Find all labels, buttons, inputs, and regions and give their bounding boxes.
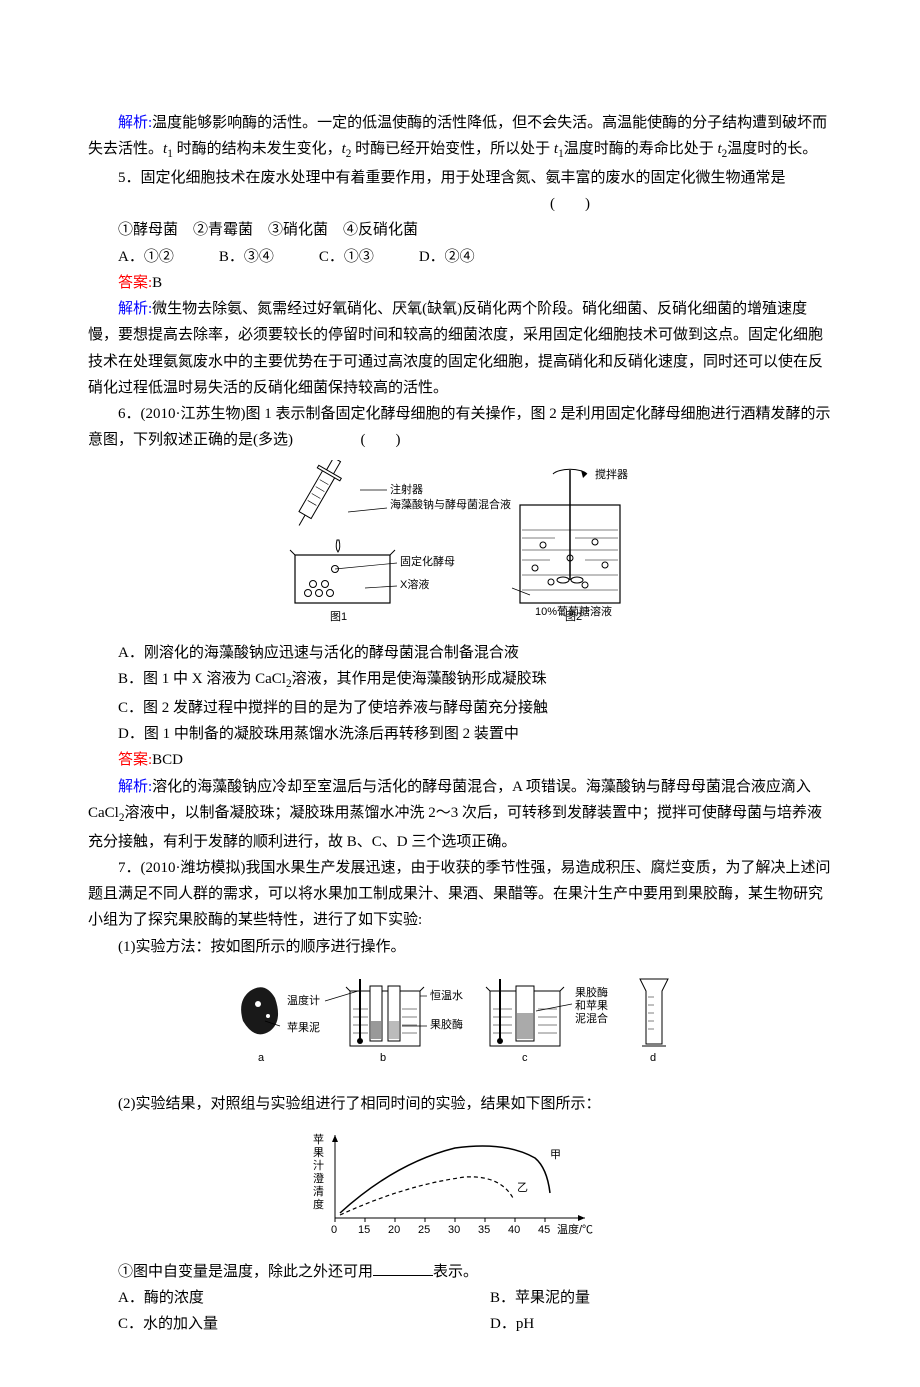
q6-answer: 答案:BCD [88, 747, 832, 773]
svg-text:搅拌器: 搅拌器 [595, 467, 628, 481]
q7-figure1: 温度计 苹果泥 a 恒温水 果胶酶 [88, 966, 832, 1085]
analysis-label: 解析: [118, 301, 152, 317]
q7-opts-row1: A．酶的浓度 B．苹果泥的量 [88, 1285, 832, 1311]
answer-label: 答案: [118, 752, 152, 768]
svg-text:30: 30 [448, 1224, 460, 1236]
q7-optB: B．苹果泥的量 [460, 1285, 832, 1311]
svg-text:果: 果 [313, 1146, 324, 1159]
svg-text:度: 度 [313, 1197, 324, 1211]
q6-analysis: 解析:溶化的海藻酸钠应冷却至室温后与活化的酵母菌混合，A 项错误。海藻酸钠与酵母… [88, 774, 832, 855]
q6-optA: A．刚溶化的海藻酸钠应迅速与活化的酵母菌混合制备混合液 [88, 640, 832, 666]
svg-text:和苹果: 和苹果 [575, 998, 608, 1012]
q5-analysis: 解析:微生物去除氨、氮需经过好氧硝化、厌氧(缺氧)反硝化两个阶段。硝化细菌、反硝… [88, 296, 832, 401]
svg-text:45: 45 [538, 1224, 550, 1236]
svg-text:35: 35 [478, 1224, 490, 1236]
q7-sub2: (2)实验结果，对照组与实验组进行了相同时间的实验，结果如下图所示： [88, 1091, 832, 1117]
svg-text:d: d [650, 1052, 656, 1064]
q5-paren: ( ) [88, 191, 832, 217]
analysis-label: 解析: [118, 779, 152, 795]
q7-chart: 苹 果 汁 澄 清 度 0 15 20 25 30 35 40 45 温度/℃ [88, 1123, 832, 1252]
q5-options: A．①② B．③④ C．①③ D．②④ [88, 244, 832, 270]
svg-text:20: 20 [388, 1224, 400, 1236]
svg-text:温度/℃: 温度/℃ [557, 1222, 593, 1236]
q7-optA: A．酶的浓度 [88, 1285, 460, 1311]
svg-text:乙: 乙 [517, 1181, 528, 1194]
svg-text:0: 0 [331, 1224, 337, 1236]
svg-text:苹果泥: 苹果泥 [287, 1020, 320, 1034]
blank-fill[interactable] [373, 1260, 433, 1276]
svg-text:温度计: 温度计 [287, 993, 320, 1007]
analysis-label: 解析: [118, 115, 152, 131]
svg-text:40: 40 [508, 1224, 520, 1236]
svg-text:清: 清 [313, 1185, 324, 1198]
svg-text:c: c [522, 1052, 528, 1064]
svg-text:汁: 汁 [313, 1159, 324, 1172]
q7-sub1: (1)实验方法：按如图所示的顺序进行操作。 [88, 934, 832, 960]
svg-text:图1: 图1 [330, 610, 347, 623]
q6-optB: B．图 1 中 X 溶液为 CaCl2溶液，其作用是使海藻酸钠形成凝胶珠 [88, 666, 832, 695]
q6-optC: C．图 2 发酵过程中搅拌的目的是为了使培养液与酵母菌充分接触 [88, 695, 832, 721]
svg-text:25: 25 [418, 1224, 430, 1236]
q5-stem: 5．固定化细胞技术在废水处理中有着重要作用，用于处理含氮、氨丰富的废水的固定化微… [88, 165, 832, 191]
q6-figure: 注射器 海藻酸钠与酵母菌混合液 固定化酵母 X溶液 图1 [88, 460, 832, 634]
answer-label: 答案: [118, 275, 152, 291]
svg-text:b: b [380, 1052, 386, 1064]
svg-text:海藻酸钠与酵母菌混合液: 海藻酸钠与酵母菌混合液 [390, 497, 511, 511]
svg-text:泥混合: 泥混合 [575, 1011, 608, 1025]
q7-stem: 7．(2010·潍坊模拟)我国水果生产发展迅速，由于收获的季节性强，易造成积压、… [88, 855, 832, 934]
svg-text:图2: 图2 [565, 610, 582, 623]
q5-items: ①酵母菌 ②青霉菌 ③硝化菌 ④反硝化菌 [88, 217, 832, 243]
svg-text:果胶酶: 果胶酶 [430, 1017, 463, 1031]
q6-optD: D．图 1 中制备的凝胶珠用蒸馏水洗涤后再转移到图 2 装置中 [88, 721, 832, 747]
q7-q1: ①图中自变量是温度，除此之外还可用表示。 [88, 1259, 832, 1285]
q4-analysis: 解析:温度能够影响酶的活性。一定的低温使酶的活性降低，但不会失活。高温能使酶的分… [88, 110, 832, 165]
svg-text:a: a [258, 1052, 265, 1064]
svg-text:果胶酶: 果胶酶 [575, 985, 608, 999]
svg-text:固定化酵母: 固定化酵母 [400, 554, 455, 568]
q7-opts-row2: C．水的加入量 D．pH [88, 1311, 832, 1337]
svg-text:苹: 苹 [313, 1132, 324, 1146]
svg-text:甲: 甲 [550, 1149, 561, 1161]
q7-optD: D．pH [460, 1311, 832, 1337]
svg-text:注射器: 注射器 [390, 482, 423, 496]
q6-stem: 6．(2010·江苏生物)图 1 表示制备固定化酵母细胞的有关操作，图 2 是利… [88, 401, 832, 454]
q5-answer: 答案:B [88, 270, 832, 296]
svg-text:15: 15 [358, 1224, 370, 1236]
q7-optC: C．水的加入量 [88, 1311, 460, 1337]
svg-text:恒温水: 恒温水 [430, 989, 463, 1002]
svg-text:澄: 澄 [313, 1171, 324, 1185]
